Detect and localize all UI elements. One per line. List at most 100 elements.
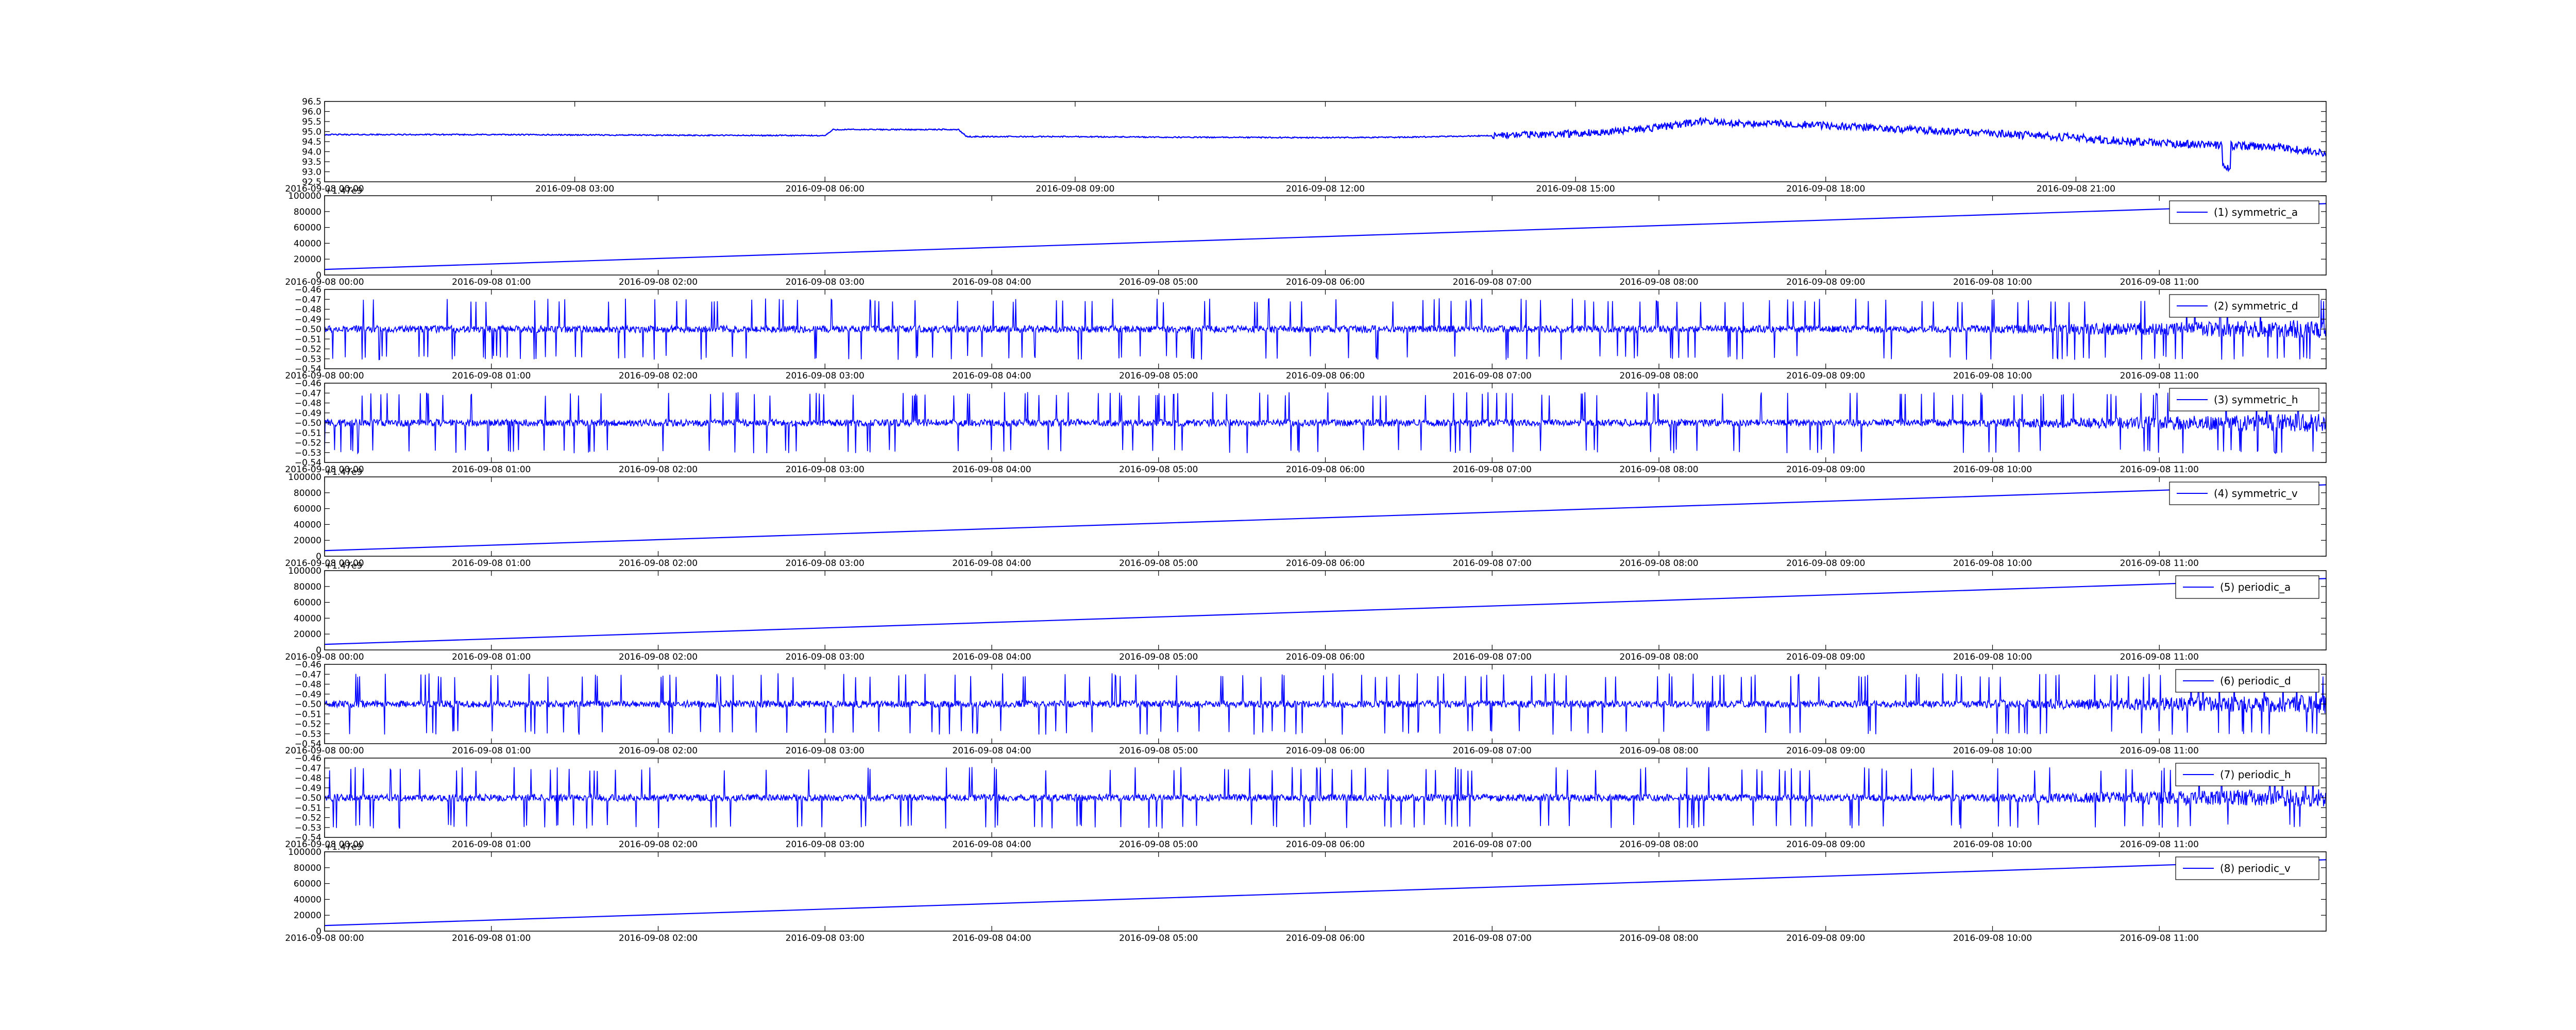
panel-8: −0.54−0.53−0.52−0.51−0.50−0.49−0.48−0.47… [285,753,2327,850]
x-tick-label: 2016-09-08 11:00 [2120,371,2199,381]
y-tick-label: 100000 [288,566,321,576]
x-tick-label: 2016-09-08 04:00 [952,277,1031,287]
y-tick-label: −0.47 [295,763,321,774]
x-tick-label: 2016-09-08 06:00 [1286,839,1365,850]
x-tick-label: 2016-09-08 08:00 [1619,839,1698,850]
x-tick-label: 2016-09-08 07:00 [1453,465,1532,475]
x-tick-label: 2016-09-08 10:00 [1953,465,2032,475]
x-tick-label: 2016-09-08 09:00 [1786,558,1865,569]
legend-6: (5) periodic_a [2175,575,2319,599]
x-tick-label: 2016-09-08 08:00 [1619,371,1698,381]
panel-1: 92.593.093.594.094.595.095.596.096.5 2016… [285,97,2327,194]
x-tick-label: 2016-09-08 18:00 [1786,184,1865,194]
x-tick-label: 2016-09-08 03:00 [786,746,865,756]
y-tick-label: 20000 [294,629,321,640]
x-tick-label: 2016-09-08 09:00 [1786,839,1865,850]
series-line-9 [325,859,2326,926]
x-tick-label: 2016-09-08 04:00 [952,558,1031,569]
y-tick-label: 80000 [294,582,321,592]
y-tick-label: −0.54 [295,833,321,843]
x-tick-label: 2016-09-08 06:00 [1286,371,1365,381]
y-tick-label: −0.46 [295,660,321,670]
panel-7: −0.54−0.53−0.52−0.51−0.50−0.49−0.48−0.47… [285,660,2327,756]
y-tick-label: 92.5 [302,177,321,187]
y-tick-label: 60000 [294,504,321,514]
x-tick-label: 2016-09-08 07:00 [1453,558,1532,569]
y-tick-label: 95.5 [302,117,321,127]
x-tick-label: 2016-09-08 10:00 [1953,558,2032,569]
y-offset-text: +1.47e9 [325,467,362,477]
y-tick-label: 80000 [294,863,321,873]
x-tick-label: 2016-09-08 09:00 [1786,746,1865,756]
panels-group: 92.593.093.594.094.595.095.596.096.5 2016… [285,97,2327,943]
series-line-8 [325,767,2326,829]
legend-5: (4) symmetric_v [2169,482,2319,505]
y-tick-label: −0.49 [295,315,321,325]
x-tick-label: 2016-09-08 03:00 [786,277,865,287]
legend-label: (7) periodic_h [2220,768,2291,781]
x-tick-label: 2016-09-08 00:00 [285,652,364,662]
legend-9: (8) periodic_v [2175,856,2319,880]
legend-label: (3) symmetric_h [2214,393,2298,406]
y-tick-label: 0 [316,270,321,281]
x-tick-label: 2016-09-08 07:00 [1453,652,1532,662]
x-tick-label: 2016-09-08 03:00 [786,371,865,381]
x-tick-label: 2016-09-08 01:00 [452,933,531,943]
x-tick-label: 2016-09-08 09:00 [1786,371,1865,381]
y-offset-text: +1.47e9 [325,561,362,571]
y-tick-label: 20000 [294,911,321,921]
x-tick-label: 2016-09-08 09:00 [1786,277,1865,287]
x-tick-label: 2016-09-08 06:00 [786,184,865,194]
x-tick-label: 2016-09-08 03:00 [786,933,865,943]
y-tick-label: −0.52 [295,719,321,730]
x-tick-label: 2016-09-08 07:00 [1453,371,1532,381]
x-tick-label: 2016-09-08 03:00 [786,839,865,850]
x-tick-label: 2016-09-08 09:00 [1786,933,1865,943]
y-tick-label: −0.49 [295,783,321,794]
x-tick-label: 2016-09-08 00:00 [285,933,364,943]
legend-label: (2) symmetric_d [2214,300,2298,312]
x-tick-label: 2016-09-08 07:00 [1453,933,1532,943]
x-tick-label: 2016-09-08 00:00 [285,277,364,287]
y-tick-label: −0.53 [295,729,321,740]
y-tick-label: −0.49 [295,690,321,700]
series-line-3 [325,298,2326,360]
y-tick-label: 0 [316,926,321,937]
x-tick-label: 2016-09-08 10:00 [1953,652,2032,662]
x-tick-label: 2016-09-08 03:00 [786,558,865,569]
x-tick-label: 2016-09-08 07:00 [1453,839,1532,850]
x-tick-label: 2016-09-08 06:00 [1286,558,1365,569]
y-tick-label: 93.5 [302,157,321,167]
y-tick-label: −0.52 [295,438,321,449]
x-tick-label: 2016-09-08 00:00 [285,371,364,381]
x-tick-label: 2016-09-08 00:00 [285,465,364,475]
series-line-1 [325,116,2326,173]
y-tick-label: −0.46 [295,753,321,764]
x-tick-label: 2016-09-08 12:00 [1286,184,1365,194]
y-tick-label: −0.46 [295,285,321,295]
series-line-6 [325,578,2326,645]
legend-label: (6) periodic_d [2220,675,2291,687]
y-tick-label: 80000 [294,207,321,217]
y-tick-label: −0.49 [295,408,321,419]
x-tick-label: 2016-09-08 04:00 [952,371,1031,381]
y-tick-label: 95.0 [302,127,321,138]
y-tick-label: −0.48 [295,774,321,784]
x-tick-label: 2016-09-08 02:00 [619,933,698,943]
y-tick-label: −0.46 [295,379,321,389]
x-tick-label: 2016-09-08 06:00 [1286,933,1365,943]
y-offset-text: +1.47e9 [325,842,362,852]
x-tick-label: 2016-09-08 11:00 [2120,465,2199,475]
x-tick-label: 2016-09-08 05:00 [1119,558,1198,569]
y-tick-label: 40000 [294,520,321,530]
x-tick-label: 2016-09-08 11:00 [2120,839,2199,850]
legend-7: (6) periodic_d [2175,669,2319,693]
x-tick-label: 2016-09-08 02:00 [619,277,698,287]
x-tick-label: 2016-09-08 11:00 [2120,558,2199,569]
legend-8: (7) periodic_h [2175,763,2319,786]
y-tick-label: −0.51 [295,709,321,719]
y-tick-label: 60000 [294,223,321,233]
y-tick-label: 20000 [294,254,321,265]
